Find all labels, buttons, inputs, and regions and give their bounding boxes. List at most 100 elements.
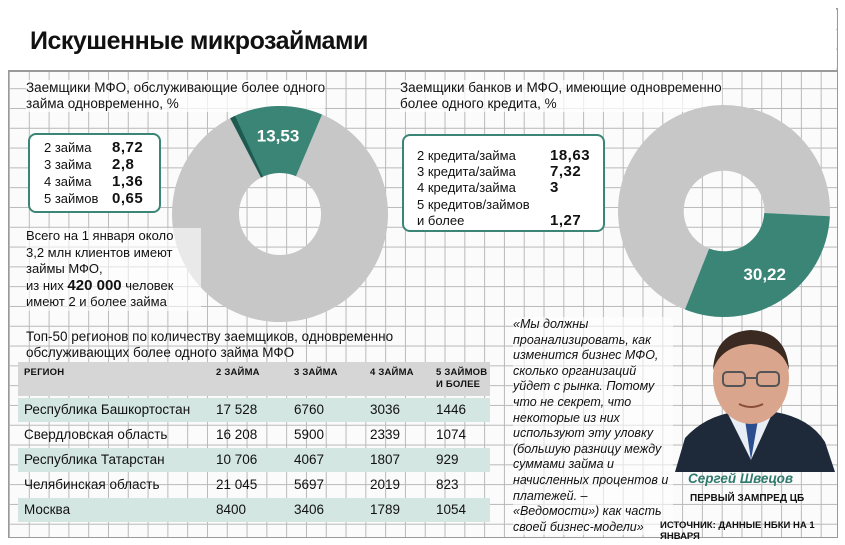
table-cell: 1807 xyxy=(370,452,401,467)
donut-highlight-slice xyxy=(233,106,323,178)
donut-center-value: 13,53 xyxy=(257,127,300,146)
note-line2: 3,2 млн клиентов имеют xyxy=(26,244,173,260)
quote-line: некоторые из них xyxy=(513,410,620,425)
table-header: РЕГИОН 2 ЗАЙМА 3 ЗАЙМА 4 ЗАЙМА 5 ЗАЙМОВ … xyxy=(18,362,490,396)
source-note: ИСТОЧНИК: ДАННЫЕ НБКИ НА 1 ЯНВАРЯ xyxy=(660,520,815,542)
quote-line: «Ведомости») как часть xyxy=(513,504,662,519)
th-3: 3 ЗАЙМА xyxy=(294,367,338,378)
th-5b: И БОЛЕЕ xyxy=(436,379,481,390)
note-line4-post: человек xyxy=(125,277,174,293)
left-breakdown-label-0: 2 займа xyxy=(44,140,92,155)
left-breakdown-label-3: 5 займов xyxy=(44,191,99,206)
quote-line: используют эту уловку xyxy=(513,426,654,441)
donut-slice-edge xyxy=(230,115,263,178)
page-title: Искушенные микрозаймами xyxy=(30,27,368,55)
table-cell: 17 528 xyxy=(216,402,258,417)
right-breakdown-value-1: 7,32 xyxy=(550,163,582,180)
table-cell: 3036 xyxy=(370,402,401,417)
table-cell: 6760 xyxy=(294,402,325,417)
table-cell: 1074 xyxy=(436,427,467,442)
donut-highlight-slice xyxy=(684,212,830,317)
right-chart-subtitle-line2: более одного кредита, % xyxy=(400,96,557,111)
left-breakdown-value-3: 0,65 xyxy=(112,190,144,207)
table-title-line2: обслуживающих более одного займа МФО xyxy=(26,345,295,360)
table-row: Челябинская область 21 045 5697 2019 823 xyxy=(18,473,490,497)
right-breakdown-value-3: 1,27 xyxy=(550,212,582,229)
note-line1: Всего на 1 января около xyxy=(26,228,174,243)
right-breakdown-label-2: 4 кредита/займа xyxy=(417,180,516,195)
right-donut-chart: 30,22 xyxy=(618,104,830,317)
quote-line: «Мы должны xyxy=(513,317,589,331)
title-divider xyxy=(8,70,838,72)
note-line4: из них 420 000 человек xyxy=(26,276,201,295)
table-cell: Челябинская область xyxy=(24,477,160,492)
person-role: ПЕРВЫЙ ЗАМПРЕД ЦБ xyxy=(690,493,805,504)
donut-rest-slice xyxy=(618,104,830,310)
quote-line: своей бизнес-модели» xyxy=(513,519,644,534)
quote-line: уйдет с рынка. Потому xyxy=(513,379,655,394)
quote-block: «Мы должны проанализировать, как изменит… xyxy=(513,317,673,536)
table-cell: 10 706 xyxy=(216,452,258,467)
quote-line: проанализировать, как xyxy=(513,332,651,347)
table-cell: Республика Татарстан xyxy=(24,452,165,467)
note-highlight-number: 420 000 xyxy=(67,276,122,294)
left-breakdown-label-2: 4 займа xyxy=(44,174,92,189)
note-line5: имеют 2 и более займа xyxy=(26,294,167,309)
quote-line: сколько организаций xyxy=(513,363,637,378)
right-chart-subtitle: Заемщики банков и МФО, имеющие одновреме… xyxy=(400,80,722,112)
th-region: РЕГИОН xyxy=(24,367,65,378)
table-cell: 1789 xyxy=(370,502,401,517)
table-cell: 2019 xyxy=(370,477,401,492)
table-cell: 3406 xyxy=(294,502,325,517)
table-title-line1: Топ-50 регионов по количеству заемщиков,… xyxy=(26,329,394,344)
table-cell: 5900 xyxy=(294,427,325,442)
person-name: Сергей Швецов xyxy=(688,471,794,486)
quote-line: (большую разницу между xyxy=(513,441,662,456)
title-strip xyxy=(8,8,836,72)
left-breakdown-value-1: 2,8 xyxy=(112,156,135,173)
table-cell: 929 xyxy=(436,452,459,467)
left-chart-subtitle-line1: Заемщики МФО, обслуживающие более одного xyxy=(26,80,326,95)
table-title: Топ-50 регионов по количеству заемщиков,… xyxy=(26,329,506,361)
left-chart-subtitle-line2: займа одновременно, % xyxy=(26,96,179,111)
table-cell: 21 045 xyxy=(216,477,258,492)
table-row: Свердловская область 16 208 5900 2339 10… xyxy=(18,423,490,447)
right-breakdown-value-0: 18,63 xyxy=(550,147,591,164)
left-callout: 2 займа 8,72 3 займа 2,8 4 займа 1,36 5 … xyxy=(28,133,161,213)
left-breakdown-label-1: 3 займа xyxy=(44,157,92,172)
note-line3: займы МФО, xyxy=(26,261,103,276)
left-donut-chart: 13,53 xyxy=(172,106,388,323)
quote-line: что не секрет, что xyxy=(513,394,632,409)
quote-line: суммами займа и xyxy=(513,457,614,472)
table-cell: Республика Башкортостан xyxy=(24,402,191,417)
clients-note: Всего на 1 января около 3,2 млн клиентов… xyxy=(26,228,201,311)
table-cell: 8400 xyxy=(216,502,247,517)
donut-rest-slice xyxy=(172,114,388,323)
table-row: Республика Башкортостан 17 528 6760 3036… xyxy=(18,398,490,422)
th-2: 2 ЗАЙМА xyxy=(216,367,260,378)
th-5: 5 ЗАЙМОВ xyxy=(436,367,488,378)
left-breakdown-value-0: 8,72 xyxy=(112,139,144,156)
donut-center-value: 30,22 xyxy=(743,265,786,284)
table-cell: 4067 xyxy=(294,452,325,467)
table-cell: Москва xyxy=(24,502,71,517)
right-breakdown-label-0: 2 кредита/займа xyxy=(417,148,516,163)
left-breakdown-value-2: 1,36 xyxy=(112,173,144,190)
note-line4-pre: из них xyxy=(26,277,64,293)
quote-line: начисленных процентов и xyxy=(513,472,669,487)
quote-line: платежей. – xyxy=(513,488,588,503)
person-photo xyxy=(675,330,835,472)
table-cell: 1446 xyxy=(436,402,467,417)
table-cell: 2339 xyxy=(370,427,401,442)
right-breakdown-label-3b: и более xyxy=(417,213,465,228)
right-breakdown-value-2: 3 xyxy=(550,179,559,196)
table-row: Москва 8400 3406 1789 1054 xyxy=(18,498,490,522)
th-4: 4 ЗАЙМА xyxy=(370,367,414,378)
right-breakdown-label-3: 5 кредитов/займов xyxy=(417,197,530,212)
right-chart-subtitle-line1: Заемщики банков и МФО, имеющие одновреме… xyxy=(400,80,722,95)
table-cell: 823 xyxy=(436,477,459,492)
table-cell: Свердловская область xyxy=(24,427,168,442)
table-row: Республика Татарстан 10 706 4067 1807 92… xyxy=(18,448,490,472)
quote-line: изменится бизнес МФО, xyxy=(513,348,659,363)
table-cell: 1054 xyxy=(436,502,467,517)
